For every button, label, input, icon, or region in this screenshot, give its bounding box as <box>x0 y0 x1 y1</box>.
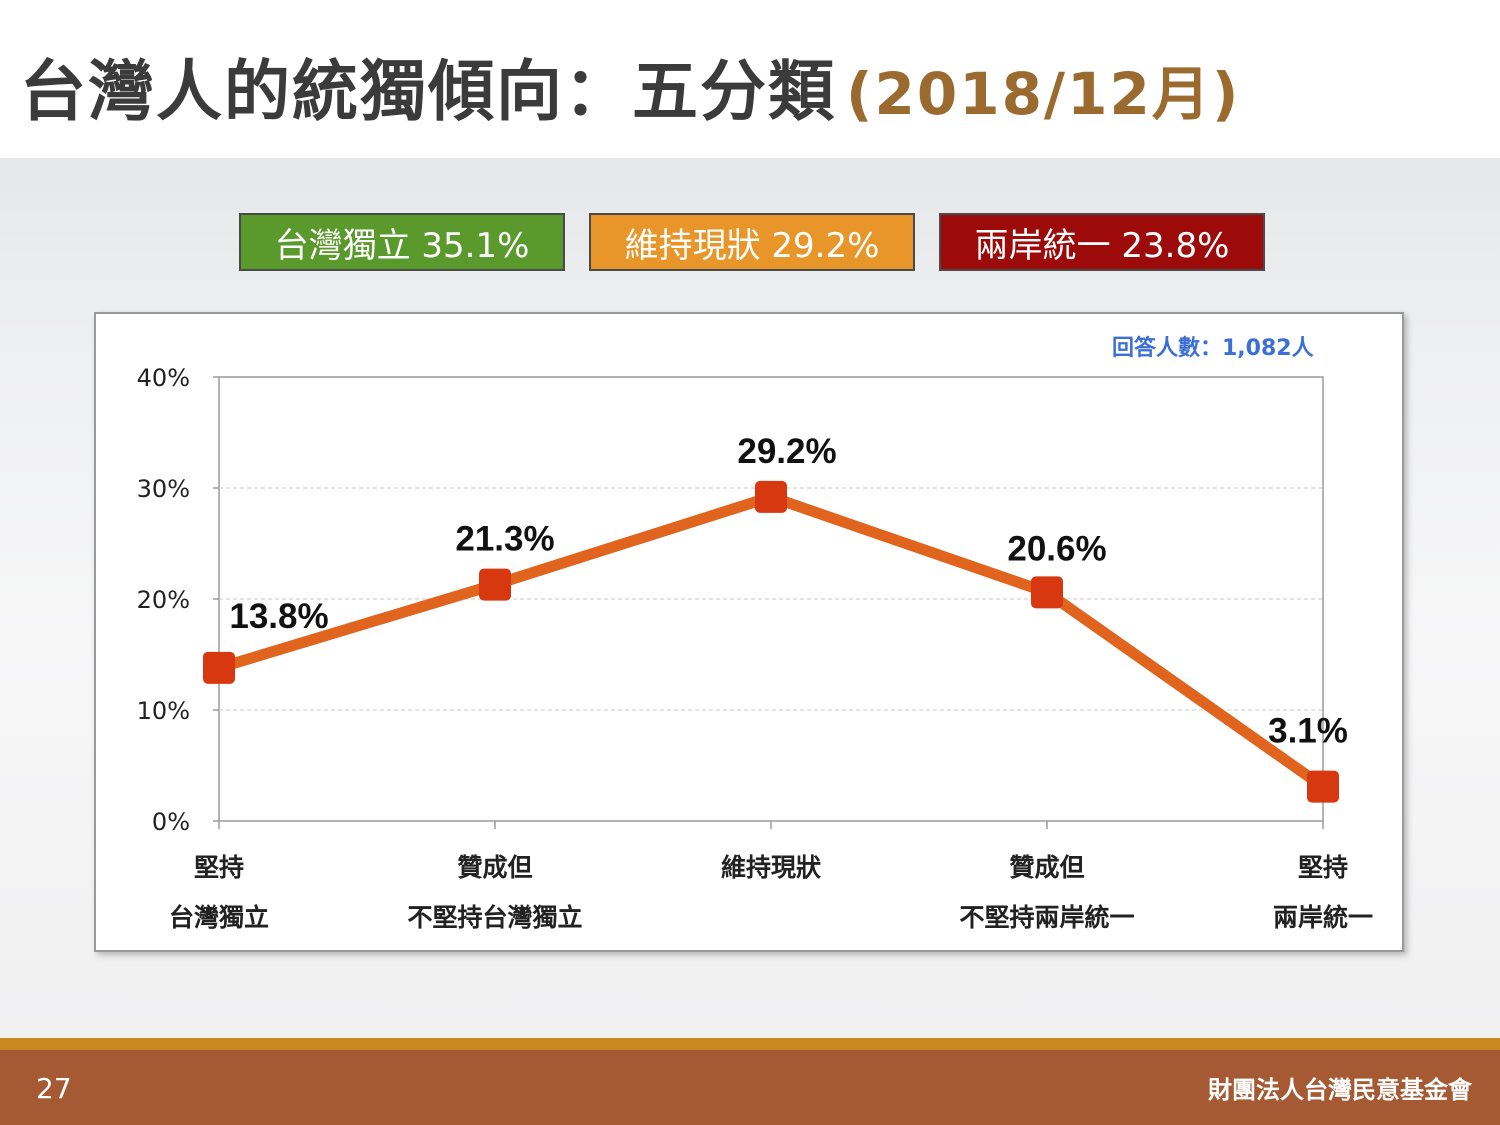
x-tick-label: 不堅持兩岸統一 <box>959 903 1134 932</box>
data-point-marker <box>1307 770 1339 803</box>
x-tick-label: 台灣獨立 <box>169 903 269 932</box>
x-tick-label: 維持現狀 <box>721 853 822 882</box>
data-label: 3.1% <box>1268 712 1348 751</box>
title-bar: 台灣人的統獨傾向：五分類 (2018/12月) <box>0 0 1500 158</box>
legend-independence: 台灣獨立 35.1% <box>239 213 565 271</box>
x-tick-label: 堅持 <box>194 853 244 882</box>
data-point-marker <box>1031 576 1063 609</box>
page-number: 27 <box>36 1072 72 1105</box>
data-label: 13.8% <box>229 597 328 636</box>
x-tick-label: 兩岸統一 <box>1273 903 1373 932</box>
x-tick-label: 堅持 <box>1298 853 1348 882</box>
y-tick-label: 0% <box>152 808 190 836</box>
legend-status-quo: 維持現狀 29.2% <box>589 213 915 271</box>
title-date: (2018/12月) <box>846 60 1241 128</box>
data-point-marker <box>755 480 787 513</box>
slide-title: 台灣人的統獨傾向：五分類 (2018/12月) <box>20 38 1240 134</box>
x-tick-label: 贊成但 <box>457 853 532 882</box>
data-label: 20.6% <box>1007 529 1106 568</box>
x-tick-label: 不堅持台灣獨立 <box>407 903 582 932</box>
y-tick-label: 30% <box>137 475 190 503</box>
legend-unification: 兩岸統一 23.8% <box>939 213 1265 271</box>
chart-panel <box>94 312 1404 952</box>
data-label: 29.2% <box>737 432 836 471</box>
y-tick-label: 10% <box>137 697 190 725</box>
data-label: 21.3% <box>455 520 554 559</box>
series-line <box>213 491 1329 793</box>
footer-bar <box>0 1050 1500 1125</box>
y-tick-label: 20% <box>137 586 190 614</box>
data-point-marker <box>479 568 511 601</box>
data-point-marker <box>203 651 235 684</box>
x-tick-label: 贊成但 <box>1009 853 1084 882</box>
title-main: 台灣人的統獨傾向：五分類 <box>20 53 836 130</box>
respondent-count: 回答人數：1,082人 <box>1112 336 1314 361</box>
footer-accent-line <box>0 1038 1500 1050</box>
organization-name: 財團法人台灣民意基金會 <box>1208 1076 1472 1104</box>
y-tick-label: 40% <box>137 364 190 392</box>
